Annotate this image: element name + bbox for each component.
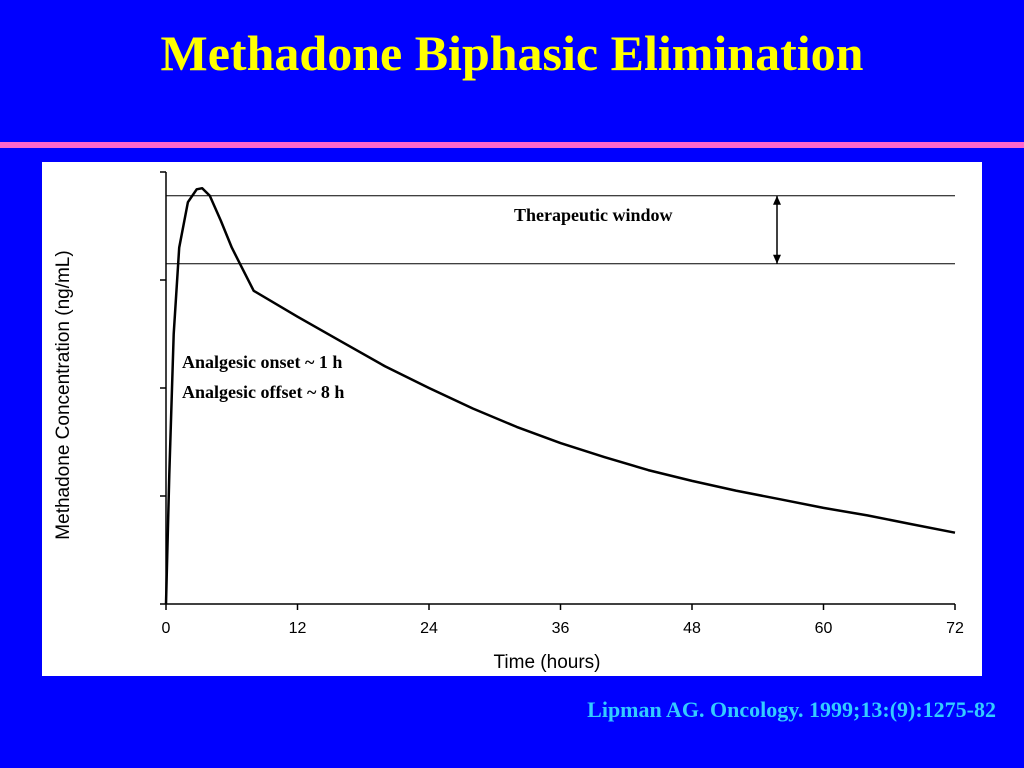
arrow-head-top bbox=[773, 195, 781, 205]
x-tick-label-3: 36 bbox=[552, 620, 570, 637]
annotation-onset: Analgesic onset ~ 1 h bbox=[182, 352, 342, 372]
x-tick-label-5: 60 bbox=[815, 620, 833, 637]
therapeutic-window-arrow bbox=[773, 195, 781, 264]
therapeutic-window-label: Therapeutic window bbox=[514, 205, 673, 225]
series-line-0 bbox=[164, 186, 956, 605]
slide-title: Methadone Biphasic Elimination bbox=[160, 25, 864, 81]
citation: Lipman AG. Oncology. 1999;13:(9):1275-82 bbox=[587, 697, 996, 722]
x-tick-label-1: 12 bbox=[289, 620, 307, 637]
x-tick-label-0: 0 bbox=[162, 620, 171, 637]
annotation-offset: Analgesic offset ~ 8 h bbox=[182, 382, 344, 402]
chart-axes bbox=[160, 171, 956, 610]
x-tick-label-2: 24 bbox=[420, 620, 438, 637]
x-tick-label-6: 72 bbox=[946, 620, 964, 637]
elimination-chart: 0 12 24 36 48 60 72 Therapeutic window Analges… bbox=[53, 171, 964, 673]
chart-panel: 0 12 24 36 48 60 72 Therapeutic window Analges… bbox=[42, 162, 982, 676]
x-tick-labels: 0 12 24 36 48 60 72 bbox=[162, 620, 964, 637]
x-axis-title: Time (hours) bbox=[494, 652, 601, 673]
x-tick-label-4: 48 bbox=[683, 620, 701, 637]
y-axis-title: Methadone Concentration (ng/mL) bbox=[53, 250, 74, 539]
arrow-head-bottom bbox=[773, 254, 781, 264]
therapeutic-window-lines bbox=[166, 195, 955, 265]
concentration-series bbox=[164, 186, 956, 605]
title-divider bbox=[0, 142, 1024, 148]
